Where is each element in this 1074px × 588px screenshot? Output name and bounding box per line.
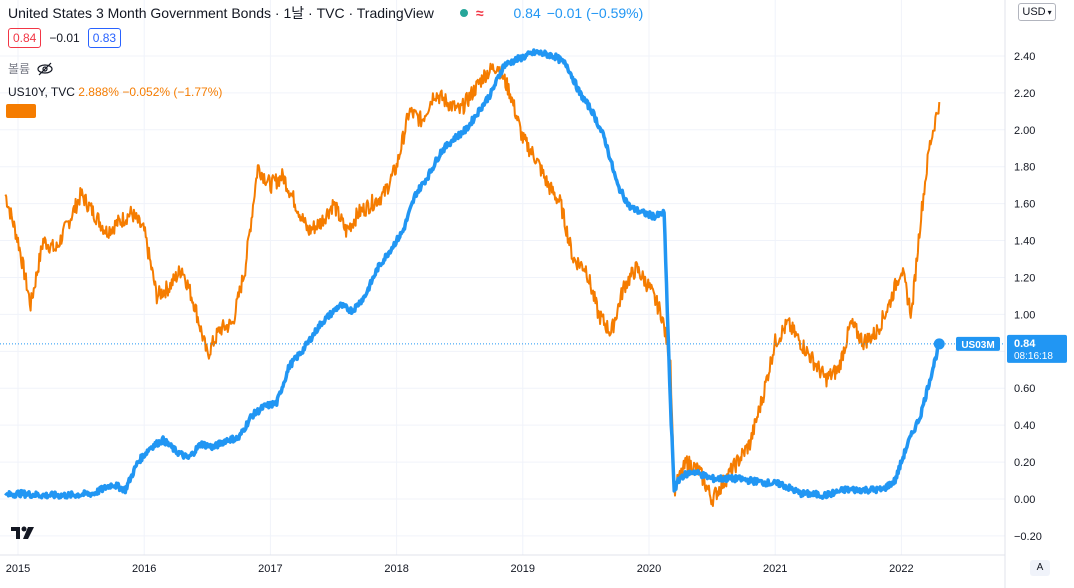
series-name-label: US03M bbox=[961, 340, 994, 351]
auto-scale-button[interactable]: A bbox=[1030, 560, 1050, 576]
last-price: 0.84 bbox=[513, 5, 541, 21]
y-tick-label: 1.60 bbox=[1014, 199, 1035, 211]
chart-header: United States 3 Month Government Bonds ·… bbox=[8, 3, 649, 23]
x-tick-label: 2020 bbox=[637, 563, 661, 575]
market-status-icon bbox=[459, 9, 468, 17]
chart-grid bbox=[0, 0, 1005, 555]
x-tick-label: 2019 bbox=[511, 563, 535, 575]
compare-symbol: US10Y, TVC bbox=[8, 85, 75, 99]
y-tick-label: 0.00 bbox=[1014, 494, 1035, 506]
time-axis[interactable]: 2015 2016 2017 2018 2019 2020 2021 2022 bbox=[6, 563, 914, 575]
currency-label: USD bbox=[1022, 6, 1046, 18]
series-line-us10y[interactable] bbox=[4, 62, 941, 507]
chevron-down-icon: ▾ bbox=[1047, 7, 1052, 17]
series-name-tag bbox=[956, 336, 1000, 351]
auto-label: A bbox=[1036, 562, 1044, 573]
y-tick-label: 1.20 bbox=[1014, 272, 1035, 284]
tradingview-logo[interactable] bbox=[7, 519, 39, 547]
tv-logo-icon bbox=[11, 526, 34, 539]
bid-box[interactable]: 0.84 bbox=[8, 28, 42, 48]
x-tick-label: 2022 bbox=[889, 563, 913, 575]
x-tick-label: 2017 bbox=[258, 563, 282, 575]
wave-icon: ≈ bbox=[475, 5, 484, 21]
y-tick-label: 2.20 bbox=[1014, 88, 1035, 100]
y-tick-label: 1.80 bbox=[1014, 162, 1035, 174]
x-tick-label: 2021 bbox=[763, 563, 787, 575]
compare-change: −0.052% (−1.77%) bbox=[122, 85, 223, 99]
y-tick-label: 2.00 bbox=[1014, 125, 1035, 137]
box-change: −0.01 bbox=[49, 31, 80, 45]
y-tick-label: 0.40 bbox=[1014, 420, 1035, 432]
y-tick-label: 1.00 bbox=[1014, 309, 1035, 321]
symbol-title[interactable]: United States 3 Month Government Bonds ·… bbox=[8, 5, 434, 21]
quote-boxes: 0.84 −0.01 0.83 bbox=[8, 28, 122, 48]
y-tick-label: −0.20 bbox=[1014, 531, 1042, 543]
volume-label: 볼륨 bbox=[8, 62, 31, 76]
bar-countdown: 08:16:18 bbox=[1014, 351, 1053, 362]
last-point-dot bbox=[933, 338, 945, 350]
chart-series bbox=[4, 48, 941, 507]
ask-box[interactable]: 0.83 bbox=[87, 28, 122, 48]
x-tick-label: 2015 bbox=[6, 563, 30, 575]
x-tick-label: 2018 bbox=[384, 563, 408, 575]
price-axis-value: 0.84 bbox=[1014, 338, 1036, 350]
series-line-us03m[interactable] bbox=[4, 48, 941, 500]
x-tick-label: 2016 bbox=[132, 563, 156, 575]
y-tick-label: 2.40 bbox=[1014, 51, 1035, 63]
eye-off-icon[interactable] bbox=[36, 62, 54, 76]
compare-value: 2.888% bbox=[78, 85, 119, 99]
y-tick-label: 1.40 bbox=[1014, 236, 1035, 248]
compare-legend[interactable]: US10Y, TVC 2.888% −0.052% (−1.77%) bbox=[8, 85, 222, 99]
price-change: −0.01 (−0.59%) bbox=[546, 5, 644, 21]
y-tick-label: 0.60 bbox=[1014, 383, 1035, 395]
currency-button[interactable]: USD ▾ bbox=[1018, 3, 1056, 21]
price-axis-tag bbox=[1007, 334, 1067, 363]
y-tick-label: 0.20 bbox=[1014, 457, 1035, 469]
price-axis[interactable]: 2.402.202.001.801.601.401.201.000.800.60… bbox=[1014, 51, 1042, 543]
volume-legend: 볼륨 bbox=[8, 60, 54, 77]
compare-series-tag bbox=[6, 104, 36, 118]
